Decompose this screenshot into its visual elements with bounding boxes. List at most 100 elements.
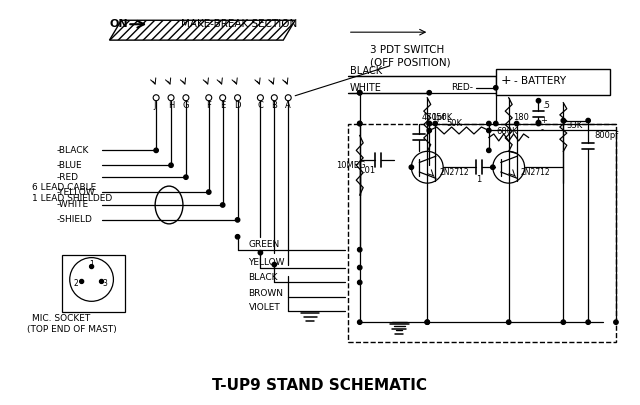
Bar [348,124,616,342]
Text: 3: 3 [102,279,108,288]
Text: YELLOW: YELLOW [248,258,285,267]
Circle shape [536,120,541,125]
Circle shape [79,279,84,284]
Text: 2N2712: 2N2712 [520,168,550,177]
Circle shape [184,175,188,179]
Text: 1: 1 [476,175,481,183]
Circle shape [427,91,431,95]
Bar [62,255,125,312]
Circle shape [425,320,429,324]
Text: 180: 180 [513,113,529,122]
Text: G: G [183,101,189,110]
Circle shape [427,128,431,133]
Text: BROWN: BROWN [248,289,284,298]
Text: -: - [540,125,543,134]
Text: 10MEG: 10MEG [336,161,365,170]
Circle shape [536,122,541,126]
Text: 800pf: 800pf [594,131,618,140]
Bar [496,69,610,95]
Circle shape [561,118,566,123]
Text: 33K: 33K [566,121,582,130]
Text: J: J [153,101,156,110]
Circle shape [100,279,104,284]
Circle shape [358,122,362,126]
Circle shape [614,320,618,324]
Circle shape [154,148,158,153]
Text: GREEN: GREEN [248,240,280,249]
Text: 1: 1 [90,260,94,269]
Text: 150K: 150K [431,113,452,122]
Polygon shape [109,20,295,40]
Circle shape [427,122,431,126]
Circle shape [427,122,431,126]
Text: BLACK: BLACK [350,66,382,76]
Circle shape [90,264,93,269]
Text: -RED: -RED [57,173,79,182]
Text: 3 PDT SWITCH: 3 PDT SWITCH [370,45,444,55]
Circle shape [409,165,413,169]
Text: E: E [220,101,225,110]
Text: -BLACK: -BLACK [57,146,89,155]
Text: F: F [206,101,211,110]
Text: +: + [540,116,547,125]
Circle shape [258,250,262,255]
Text: -WHITE: -WHITE [57,200,89,209]
Text: A: A [285,101,291,110]
Circle shape [358,91,362,95]
Text: MIC. SOCKET: MIC. SOCKET [32,314,90,323]
Circle shape [358,91,362,95]
Circle shape [536,98,541,103]
Text: 6 LEAD CABLE: 6 LEAD CABLE [32,183,96,192]
Text: WHITE: WHITE [350,83,381,93]
Text: 2N2712: 2N2712 [439,168,469,177]
Circle shape [358,265,362,270]
Text: T-UP9 STAND SCHEMATIC: T-UP9 STAND SCHEMATIC [212,378,428,393]
Text: -BLUE: -BLUE [57,161,83,170]
Circle shape [236,234,240,239]
Text: RED-: RED- [451,83,473,92]
Text: (TOP END OF MAST): (TOP END OF MAST) [27,325,116,334]
Circle shape [586,320,590,324]
Text: .01: .01 [362,166,375,175]
Circle shape [169,163,173,167]
Text: B: B [271,101,277,110]
Text: C: C [257,101,263,110]
Circle shape [358,247,362,252]
Text: BLACK: BLACK [248,273,278,282]
Circle shape [425,320,429,324]
Circle shape [493,122,498,126]
Text: ON: ON [109,19,128,29]
Text: -SHIELD: -SHIELD [57,215,93,224]
Text: MAKE-BREAK SECTION: MAKE-BREAK SECTION [181,19,297,29]
Circle shape [486,122,491,126]
Text: - BATTERY: - BATTERY [514,76,566,86]
Circle shape [358,320,362,324]
Circle shape [358,122,362,126]
Circle shape [586,118,590,123]
Text: 2: 2 [74,279,79,288]
Text: H: H [168,101,175,110]
Text: 1 LEAD SHIELDED: 1 LEAD SHIELDED [32,194,112,202]
Text: -YELLOW: -YELLOW [57,188,95,196]
Circle shape [486,128,491,133]
Circle shape [491,165,495,169]
Circle shape [236,218,240,222]
Circle shape [272,262,276,267]
Circle shape [506,320,511,324]
Text: 680K: 680K [497,127,518,136]
Circle shape [493,85,498,90]
Circle shape [221,203,225,207]
Text: VIOLET: VIOLET [248,303,280,312]
Circle shape [486,148,491,153]
Circle shape [207,190,211,194]
Text: (OFF POSITION): (OFF POSITION) [370,58,451,68]
Text: +: + [500,75,511,87]
Text: D: D [235,101,241,110]
Text: 470pf: 470pf [421,113,445,122]
Text: 50K: 50K [446,119,462,128]
Circle shape [515,122,519,126]
Circle shape [358,280,362,285]
Circle shape [433,122,437,126]
Circle shape [561,320,566,324]
Text: .5: .5 [543,101,550,110]
